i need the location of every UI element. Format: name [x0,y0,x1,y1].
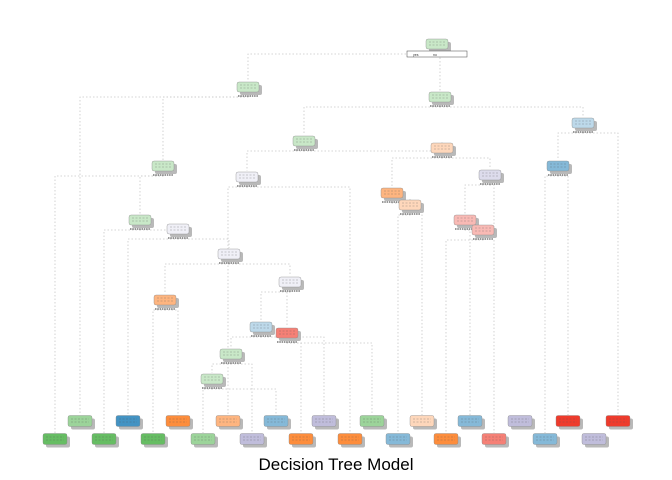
decision-node [200,373,226,389]
tree-edge [303,103,441,135]
leaf-node [532,433,560,448]
leaf-node [359,415,387,430]
leaf-node [385,433,413,448]
decision-node [217,248,243,264]
decision-node [292,135,318,151]
tree-edge [445,236,484,433]
tree-edge [228,260,291,276]
decision-tree-diagram: yes no [42,38,633,448]
tree-edge [464,226,471,415]
tree-edge [582,129,619,415]
tree-edges [54,50,619,433]
decision-node [430,142,456,158]
leaf-node [215,415,243,430]
leaf-node [337,433,365,448]
tree-edge [164,260,230,294]
tree-edge [286,288,291,327]
leaf-node [165,415,193,430]
tree-edge [391,154,443,187]
tree-edge [211,385,277,415]
tree-edge [164,306,179,415]
tree-edge [303,142,443,152]
diagram-caption: Decision Tree Model [258,455,414,474]
tree-edge [202,385,213,433]
root-no-label: no [433,53,437,57]
tree-edge [464,181,491,214]
tree-edge [557,172,569,415]
decision-node [128,214,154,230]
decision-node [546,160,572,176]
leaf-node [115,415,143,430]
tree-edge [441,154,491,169]
leaf-node [457,415,485,430]
tree-edge [557,129,584,160]
leaf-node [581,433,609,448]
tree-edge [230,360,253,433]
tree-edge [230,333,262,348]
leaf-node [311,415,339,430]
tree-edge [489,181,495,433]
leaf-node [288,433,316,448]
leaf-node [140,433,168,448]
decision-node [571,117,597,133]
decision-node [398,199,424,215]
leaf-node [433,433,461,448]
leaf-node [481,433,509,448]
tree-edge [246,147,305,171]
tree-edge [286,339,302,433]
decision-node [478,169,504,185]
tree-edge [227,183,248,415]
leaf-node [239,433,267,448]
tree-edge [260,288,291,321]
tree-edge [246,183,351,433]
tree-edge [177,235,230,248]
tree-edge [127,235,179,415]
leaf-node [409,415,437,430]
root-split-box [406,50,468,58]
leaf-node [263,415,291,430]
tree-edge [162,93,249,160]
decision-node [380,187,406,203]
leaf-node [91,433,119,448]
decision-node [235,171,261,187]
decision-node [428,91,454,107]
tree-edge [260,333,325,415]
tree-edge [54,172,164,433]
tree-edge [439,103,584,117]
leaf-node [67,415,95,430]
decision-node [166,223,192,239]
leaf-node [555,415,583,430]
tree-edge [544,172,559,433]
decision-node [153,294,179,310]
tree-edge [247,50,438,81]
tree-boxes: yes no [42,38,633,448]
decision-node [236,81,262,97]
leaf-node [190,433,218,448]
decision-node [275,327,301,343]
tree-edge [397,211,411,433]
leaf-node [507,415,535,430]
tree-edge [152,306,166,433]
tree-edge [391,199,423,415]
decision-node [278,276,304,292]
root-yes-label: yes [413,53,419,57]
tree-edge [79,93,249,415]
leaf-node [42,433,70,448]
tree-edge [436,50,441,91]
tree-edge [103,226,141,433]
decision-node [249,321,275,337]
decision-node [471,224,497,240]
tree-edge [286,339,373,415]
decision-node [151,160,177,176]
tree-edge [139,172,164,214]
leaf-node [605,415,633,430]
decision-node [219,348,245,364]
